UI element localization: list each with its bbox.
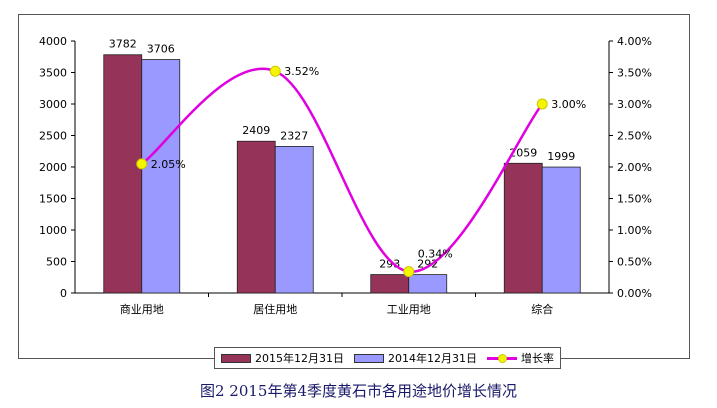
figure-caption: 图2 2015年第4季度黄石市各用途地价增长情况 [199,382,518,400]
growth-rate-label: 3.52% [284,65,319,78]
legend-swatch-growth [487,353,517,363]
growth-rate-marker [536,98,548,110]
x-tick-label: 居住用地 [253,302,297,316]
legend-swatch-2014 [354,353,384,363]
legend-item-2015: 2015年12月31日 [221,350,344,366]
left-tick-label: 0 [60,287,67,300]
right-tick-label: 1.00% [617,224,652,237]
bar-2015 [236,140,276,294]
right-tick-label: 2.50% [617,130,652,143]
legend-label-growth: 增长率 [521,352,554,365]
left-tick-label: 3500 [39,67,67,80]
bar-value-label: 292 [417,258,438,271]
bar-2015 [103,54,143,294]
bar-2014 [541,166,581,294]
bar-2014 [274,145,314,294]
bar-2014 [408,274,448,294]
left-tick-label: 1000 [39,224,67,237]
growth-rate-marker [403,266,415,278]
right-tick-label: 3.00% [617,98,652,111]
growth-rate-marker [269,65,281,77]
bar-value-label: 2059 [509,146,537,159]
growth-rate-marker [136,158,148,170]
right-tick-label: 0.00% [617,287,652,300]
right-tick-label: 1.50% [617,193,652,206]
bar-value-label: 293 [379,258,400,271]
left-tick-label: 500 [46,256,67,269]
chart-frame: 0 500 1000 1500 2000 2500 3000 3500 4000 0.00% 0.5… [18,14,690,369]
left-tick-label: 3000 [39,98,67,111]
bar-value-label: 2409 [242,124,270,137]
left-tick-label: 4000 [39,35,67,48]
x-tick-label: 综合 [531,302,553,316]
left-tick-label: 1500 [39,193,67,206]
right-tick-label: 2.00% [617,161,652,174]
growth-rate-label: 2.05% [151,158,186,171]
legend-swatch-2015 [221,353,251,363]
bar-value-label: 3706 [147,43,175,56]
bar-2015 [370,274,410,294]
growth-rate-line [141,67,544,273]
bar-2014 [141,59,181,294]
chart-svg: 0 500 1000 1500 2000 2500 3000 3500 4000 0.00% 0.5… [39,35,652,316]
legend: 2015年12月31日 2014年12月31日 增长率 [214,347,561,369]
legend-label-2014: 2014年12月31日 [388,352,477,365]
right-tick-label: 4.00% [617,35,652,48]
growth-rate-label: 0.34% [418,248,453,261]
bar-value-label: 1999 [547,150,575,163]
bar-value-label: 3782 [109,38,137,51]
bar-value-label: 2327 [280,129,308,142]
x-tick-label: 商业用地 [120,302,164,316]
legend-item-growth: 增长率 [487,350,554,366]
left-tick-label: 2500 [39,130,67,143]
right-tick-label: 3.50% [617,67,652,80]
legend-label-2015: 2015年12月31日 [255,352,344,365]
left-tick-label: 2000 [39,161,67,174]
x-tick-label: 工业用地 [387,303,431,316]
right-tick-label: 0.50% [617,256,652,269]
growth-rate-label: 3.00% [551,98,586,111]
legend-item-2014: 2014年12月31日 [354,350,477,366]
bar-2015 [503,162,543,294]
